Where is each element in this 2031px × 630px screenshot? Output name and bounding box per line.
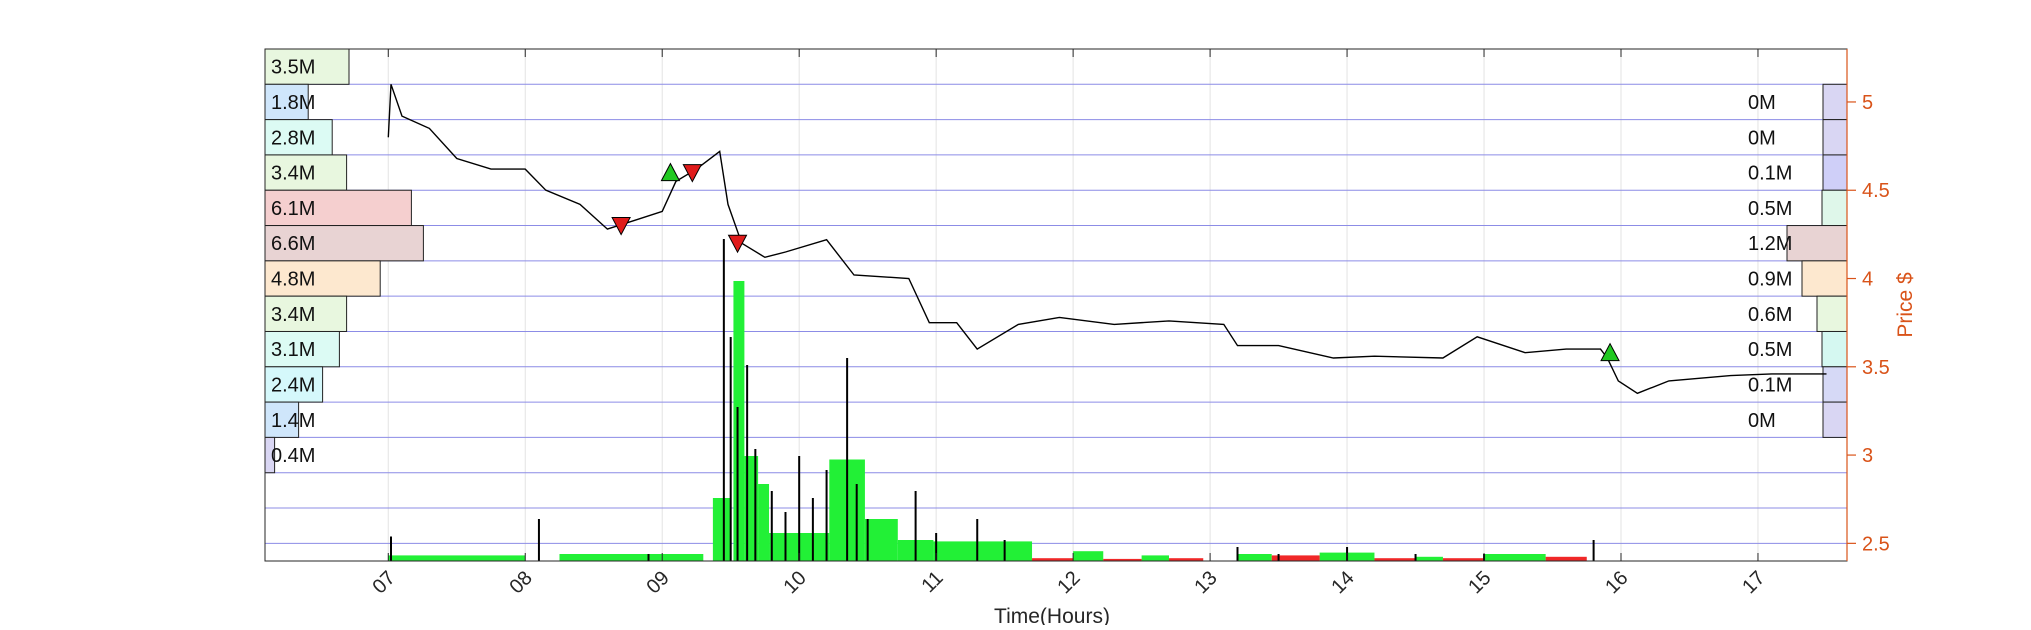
- volume-bar-green: [758, 484, 770, 561]
- volume-profile-left-label: 3.4M: [271, 304, 315, 326]
- volume-bars-layer: [388, 239, 1595, 561]
- volume-profile-left-label: 4.8M: [271, 269, 315, 291]
- price-line: [387, 84, 1827, 395]
- volume-bar-green: [1237, 554, 1272, 561]
- volume-profile-right-bar: [1816, 295, 1848, 332]
- sell-signal-marker: [611, 217, 631, 236]
- volume-profile-left: 3.5M 1.8M 2.8M 3.4M 6.1M 6.6M 4.8M 3.4M 3.1M 2.4M…: [264, 48, 424, 474]
- plot-area: [265, 49, 1847, 561]
- volume-profile-right-bar: [1822, 119, 1848, 156]
- volume-profile-right-bar: [1821, 189, 1848, 227]
- volume-bar-green: [712, 498, 731, 561]
- volume-profile-right-bar: [1801, 260, 1848, 297]
- x-tick-label: 13: [1190, 567, 1221, 598]
- sell-signal-marker: [682, 164, 703, 183]
- volume-profile-left-label: 2.4M: [271, 374, 315, 396]
- volume-profile-right-label: 0M: [1748, 92, 1776, 114]
- volume-profile-left-bar: [264, 330, 340, 368]
- volume-profile-right-label: 0.9M: [1748, 269, 1792, 291]
- volume-profile-right-bar: [1822, 154, 1848, 191]
- volume-profile-right-label: 0.5M: [1748, 339, 1792, 361]
- grid-layer: [265, 48, 1847, 561]
- volume-profile-right-bar: [1822, 83, 1848, 121]
- x-tick-label: 14: [1327, 567, 1358, 598]
- volume-profile-left-label: 3.1M: [271, 339, 315, 361]
- x-tick-label: 16: [1601, 567, 1632, 598]
- x-tick-label: 10: [779, 567, 810, 598]
- volume-bar-green: [1073, 551, 1104, 561]
- buy-signal-marker: [660, 162, 681, 182]
- volume-profile-right-label: 0.5M: [1748, 198, 1792, 220]
- volume-bar-green: [559, 554, 704, 561]
- volume-profile-left-label: 6.1M: [271, 198, 315, 220]
- volume-profile-right-label: 0.1M: [1748, 163, 1792, 185]
- x-axis-label: Time(Hours): [994, 605, 1110, 625]
- x-tick-label: 08: [505, 567, 536, 598]
- volume-profile-right: 0M 0M 0.1M 0.5M 1.2M 0.9M 0.6M 0.5M 0.1M 0M: [1748, 83, 1848, 438]
- volume-bar-red: [1032, 558, 1074, 561]
- volume-bar-red: [1442, 558, 1485, 561]
- y-tick-label: 2.5: [1862, 533, 1890, 555]
- x-tick-label: 09: [642, 567, 673, 598]
- volume-profile-right-label: 1.2M: [1748, 233, 1792, 255]
- volume-profile-right-bar: [1786, 225, 1848, 262]
- x-tick-label: 07: [369, 567, 400, 598]
- volume-bar-green: [733, 281, 745, 561]
- volume-bar-red: [1374, 558, 1416, 561]
- y-tick-label: 4: [1862, 269, 1873, 291]
- volume-profile-left-bar: [264, 401, 300, 438]
- volume-bar-red: [1271, 555, 1320, 561]
- y-tick-label: 3: [1862, 445, 1873, 467]
- volume-profile-left-label: 1.4M: [271, 410, 315, 432]
- volume-bar-green: [1141, 555, 1169, 561]
- volume-profile-right-bar: [1821, 330, 1848, 368]
- x-tick-label: 11: [917, 567, 947, 597]
- y-tick-label: 5: [1862, 92, 1873, 114]
- volume-profile-left-bar: [264, 48, 350, 85]
- sell-signal-marker: [727, 234, 748, 254]
- price-series-layer: [387, 84, 1827, 395]
- volume-bar-red: [1545, 556, 1587, 561]
- volume-profile-left-label: 6.6M: [271, 233, 315, 255]
- volume-bar-green: [864, 519, 898, 561]
- x-tick-label: 15: [1464, 567, 1495, 598]
- signal-markers-layer: [611, 162, 1620, 362]
- volume-bar-green: [933, 541, 1033, 561]
- volume-profile-left-bar: [264, 154, 348, 191]
- buy-signal-marker: [1600, 342, 1620, 362]
- volume-profile-left-bar: [264, 119, 333, 156]
- volume-profile-left-label: 1.8M: [271, 92, 315, 114]
- volume-profile-left-bar: [264, 225, 424, 262]
- volume-bar-green: [388, 555, 526, 561]
- volume-profile-right-bar: [1822, 401, 1848, 438]
- volume-bar-green: [1415, 556, 1443, 561]
- volume-profile-left-label: 0.4M: [271, 445, 315, 467]
- x-tick-label: 12: [1053, 567, 1084, 598]
- volume-profile-left-label: 2.8M: [271, 127, 315, 149]
- volume-bar-red: [1103, 558, 1142, 561]
- volume-bar-green: [1484, 554, 1546, 561]
- volume-profile-right-label: 0.6M: [1748, 304, 1792, 326]
- volume-profile-left-label: 3.4M: [271, 163, 315, 185]
- y-axis-label: Price $: [1894, 272, 1917, 338]
- volume-profile-right-label: 0M: [1748, 127, 1776, 149]
- y-tick-label: 3.5: [1862, 357, 1890, 379]
- y-tick-label: 4.5: [1862, 180, 1890, 202]
- volume-profile-right-label: 0M: [1748, 410, 1776, 432]
- volume-profile-right-label: 0.1M: [1748, 374, 1792, 396]
- x-tick-label: 17: [1738, 567, 1769, 598]
- volume-profile-right-bar: [1822, 366, 1848, 403]
- volume-profile-left-label: 3.5M: [271, 57, 315, 79]
- volume-bar-red: [1169, 558, 1204, 561]
